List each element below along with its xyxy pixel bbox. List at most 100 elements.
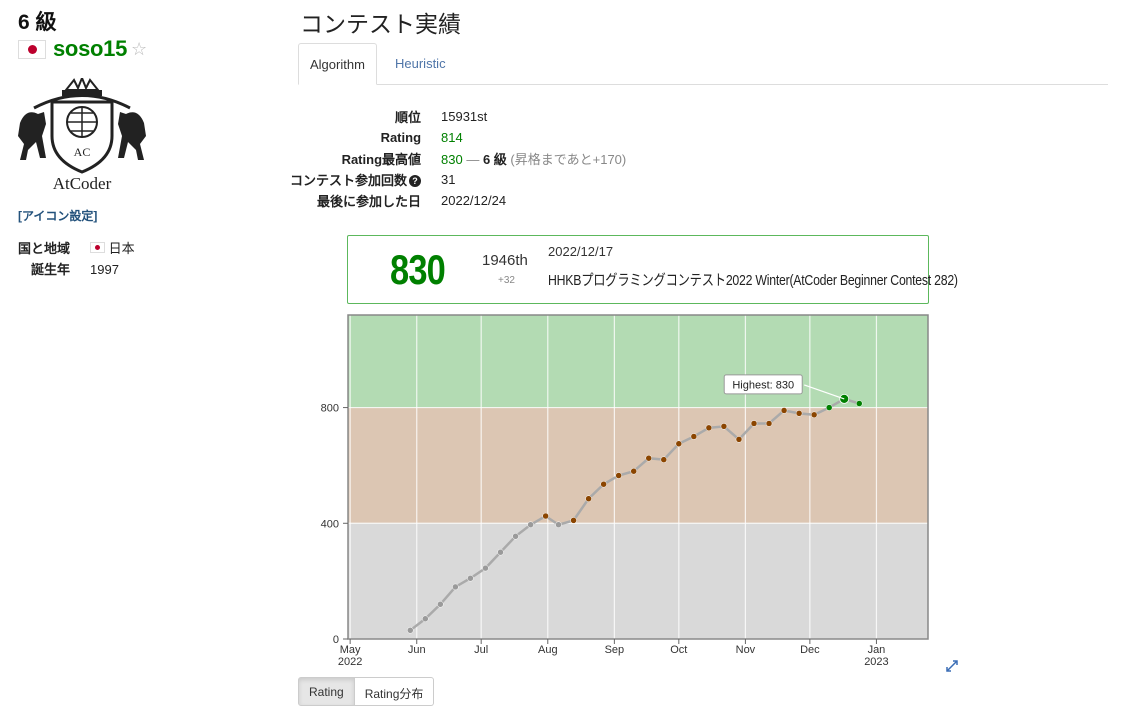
country-value: 日本 <box>108 241 135 256</box>
rating-point[interactable] <box>660 456 668 463</box>
rating-point[interactable] <box>825 404 833 411</box>
profile-row-country: 国と地域 日本 <box>18 238 135 259</box>
svg-text:AC: AC <box>74 145 91 159</box>
rating-point[interactable] <box>645 454 652 462</box>
highest-kyu: 6 級 <box>482 152 507 167</box>
count-label: コンテスト参加回数 <box>290 173 408 188</box>
rating-point[interactable] <box>585 495 592 502</box>
rating-point[interactable] <box>512 533 519 540</box>
favorite-star-icon[interactable]: ☆ <box>131 38 148 59</box>
rating-point[interactable] <box>630 467 637 475</box>
profile-row-birth: 誕生年 1997 <box>18 259 135 280</box>
stats-row-highest: Rating最高値 830 — 6 級 (昇格まであと+170) <box>290 148 627 169</box>
contest-rating: 830 <box>390 246 446 293</box>
x-tick-year: 2023 <box>864 656 888 668</box>
x-tick-label: Nov <box>736 644 756 656</box>
plot-frame <box>347 314 929 640</box>
tooltip-pointer <box>804 384 845 400</box>
logo-text: AtCoder <box>53 174 112 193</box>
y-tick-label: 400 <box>321 518 339 530</box>
contest-name[interactable]: HHKBプログラミングコンテスト2022 Winter(AtCoder Begi… <box>548 272 958 289</box>
rating-point[interactable] <box>437 601 444 608</box>
rating-point[interactable] <box>780 407 788 414</box>
rating-button[interactable]: Rating <box>298 677 355 706</box>
rank-label: 順位 <box>395 110 422 125</box>
last-value: 2022/12/24 <box>441 193 507 208</box>
count-label-cell: コンテスト参加回数? <box>290 169 441 190</box>
atcoder-logo: AC AtCoder <box>18 78 146 193</box>
rating-label: Rating <box>380 130 422 145</box>
rating-point[interactable] <box>615 472 622 479</box>
contest-place: 1946th <box>482 252 528 269</box>
x-tick-label: Aug <box>538 644 558 656</box>
rating-point[interactable] <box>542 512 549 520</box>
page-title: コンテスト実績 <box>300 11 461 37</box>
rating-point[interactable] <box>720 423 728 430</box>
expand-icon[interactable] <box>945 659 959 673</box>
profile-table: 国と地域 日本 誕生年 1997 <box>18 238 135 280</box>
highest-tooltip-text: Highest: 830 <box>732 379 794 391</box>
rating-point[interactable] <box>750 420 758 427</box>
rating-point[interactable] <box>482 564 489 572</box>
rating-band <box>348 523 928 639</box>
rating-point[interactable] <box>690 433 698 440</box>
rating-point[interactable] <box>467 575 474 582</box>
rating-band <box>348 407 928 524</box>
country-value-cell: 日本 <box>90 238 135 259</box>
rating-distribution-button[interactable]: Rating分布 <box>354 677 435 706</box>
contest-date: 2022/12/17 <box>548 244 614 259</box>
highest-value: 830 <box>441 152 463 167</box>
x-tick-label: Oct <box>670 644 687 656</box>
rating-point[interactable] <box>527 521 534 528</box>
highest-note: (昇格まであと+170) <box>510 152 627 167</box>
rating-point[interactable] <box>570 517 577 524</box>
birth-label: 誕生年 <box>31 262 71 277</box>
tab-heuristic[interactable]: Heuristic <box>395 56 446 71</box>
rating-point[interactable] <box>600 480 607 488</box>
japan-flag-icon <box>18 39 46 59</box>
stats-table: 順位 15931st Rating 814 Rating最高値 830 — 6 … <box>290 106 626 211</box>
japan-flag-icon <box>90 242 106 253</box>
x-tick-label: Jun <box>408 644 426 656</box>
x-tick-label: Jan <box>868 644 886 656</box>
highest-tooltip-box <box>723 374 803 395</box>
rank-value: 15931st <box>441 109 488 124</box>
rating-point[interactable] <box>555 521 562 528</box>
x-tick-label: Jul <box>474 644 488 656</box>
username-link[interactable]: soso15 <box>53 36 128 61</box>
tab-algorithm[interactable]: Algorithm <box>298 43 377 85</box>
highest-cell: 830 — 6 級 (昇格まであと+170) <box>441 148 626 169</box>
country-label: 国と地域 <box>18 241 71 256</box>
rank-title: 6 級 <box>18 11 57 34</box>
x-tick-year: 2022 <box>338 656 362 668</box>
highest-label: Rating最高値 <box>341 152 422 167</box>
rating-point[interactable] <box>765 420 773 427</box>
rating-point[interactable] <box>407 627 414 634</box>
rating-band <box>348 315 928 408</box>
rating-point[interactable] <box>452 583 459 591</box>
stats-row-count: コンテスト参加回数? 31 <box>290 169 626 190</box>
birth-value: 1997 <box>90 262 119 277</box>
rating-point[interactable] <box>497 548 504 556</box>
rating-point[interactable] <box>856 400 863 407</box>
x-tick-label: Sep <box>605 644 625 656</box>
rating-point[interactable] <box>810 411 818 419</box>
stats-row-rank: 順位 15931st <box>290 106 626 127</box>
contest-type-tabs: Algorithm Heuristic <box>298 43 1108 85</box>
rating-point[interactable] <box>735 436 743 443</box>
rating-point[interactable] <box>675 440 683 447</box>
rating-point[interactable] <box>795 410 803 417</box>
chart-mode-buttons: Rating Rating分布 <box>298 677 435 706</box>
rating-point[interactable] <box>705 424 713 432</box>
count-value: 31 <box>441 172 456 187</box>
contest-rating-diff: +32 <box>498 275 515 286</box>
stats-row-rating: Rating 814 <box>290 127 626 148</box>
last-label: 最後に参加した日 <box>317 194 422 209</box>
rating-point[interactable] <box>422 615 429 622</box>
user-row: soso15 ☆ <box>18 36 147 62</box>
rating-value: 814 <box>441 130 463 145</box>
help-icon[interactable]: ? <box>409 175 422 187</box>
icon-settings-link[interactable]: [アイコン設定] <box>18 209 98 223</box>
x-tick-label: May <box>340 644 361 656</box>
